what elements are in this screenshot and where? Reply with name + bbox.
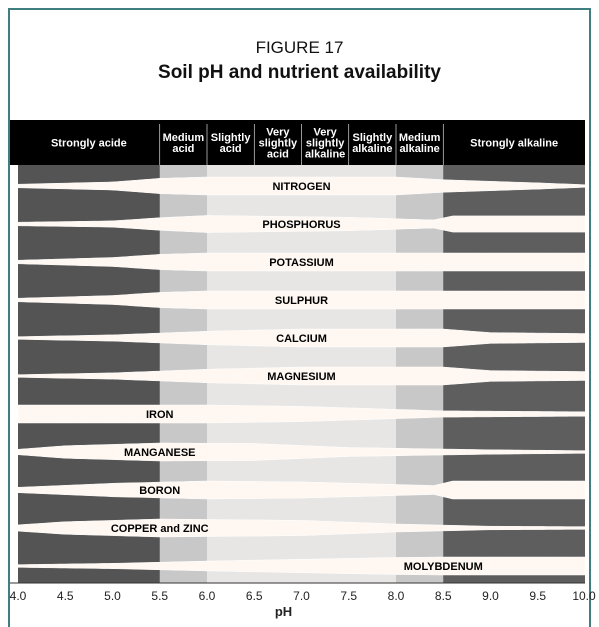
nutrient-band xyxy=(17,442,586,462)
x-tick-label: 6.0 xyxy=(199,589,216,603)
nutrient-label: MOLYBDENUM xyxy=(404,561,483,573)
x-tick-label: 4.0 xyxy=(10,589,27,603)
ph-range-label: Medium acid xyxy=(163,132,205,155)
nutrient-band xyxy=(17,366,586,386)
ph-range-label: Strongly alkaline xyxy=(470,138,558,150)
ph-range-label: Very slightly acid xyxy=(259,127,298,161)
nutrient-band xyxy=(17,556,586,576)
nutrient-band xyxy=(17,328,586,348)
nutrient-label: MAGNESIUM xyxy=(267,371,335,383)
x-tick-label: 8.0 xyxy=(388,589,405,603)
nutrient-label: BORON xyxy=(139,485,180,497)
x-tick-label: 9.0 xyxy=(482,589,499,603)
ph-range-label: Slightly alkaline xyxy=(352,132,393,155)
nutrient-band xyxy=(17,176,586,196)
ph-range-label: Very slightly alkaline xyxy=(305,127,345,161)
nutrient-label: NITROGEN xyxy=(272,181,330,193)
figure-frame xyxy=(8,8,591,627)
ph-range-label: Slightly acid xyxy=(211,132,252,155)
x-tick-label: 5.5 xyxy=(151,589,168,603)
x-tick-label: 5.0 xyxy=(104,589,121,603)
figure-label: FIGURE 17 xyxy=(255,38,344,57)
x-tick-label: 10.0 xyxy=(572,589,596,603)
x-tick-label: 4.5 xyxy=(57,589,74,603)
nutrient-band xyxy=(17,252,586,272)
x-tick-label: 9.5 xyxy=(529,589,546,603)
x-tick-label: 7.0 xyxy=(293,589,310,603)
nutrient-band xyxy=(17,404,586,424)
x-axis-label: pH xyxy=(275,604,292,619)
chart-title: Soil pH and nutrient availability xyxy=(158,62,441,83)
nutrient-label: PHOSPHORUS xyxy=(262,219,340,231)
nutrient-label: CALCIUM xyxy=(276,333,327,345)
nutrient-label: POTASSIUM xyxy=(269,257,334,269)
x-tick-label: 6.5 xyxy=(246,589,263,603)
x-tick-label: 7.5 xyxy=(340,589,357,603)
ph-range-label: Medium alkaline xyxy=(399,132,441,155)
nutrient-band xyxy=(17,518,586,538)
nutrient-label: MANGANESE xyxy=(124,447,196,459)
ph-range-header xyxy=(10,120,585,165)
nutrient-band xyxy=(17,480,586,500)
nutrient-band xyxy=(17,215,586,233)
nutrient-label: SULPHUR xyxy=(275,295,328,307)
x-tick-label: 8.5 xyxy=(435,589,452,603)
nutrient-label: IRON xyxy=(146,409,174,421)
nutrient-band xyxy=(17,290,586,310)
ph-range-label: Strongly acide xyxy=(51,138,127,150)
nutrient-label: COPPER and ZINC xyxy=(111,523,209,535)
